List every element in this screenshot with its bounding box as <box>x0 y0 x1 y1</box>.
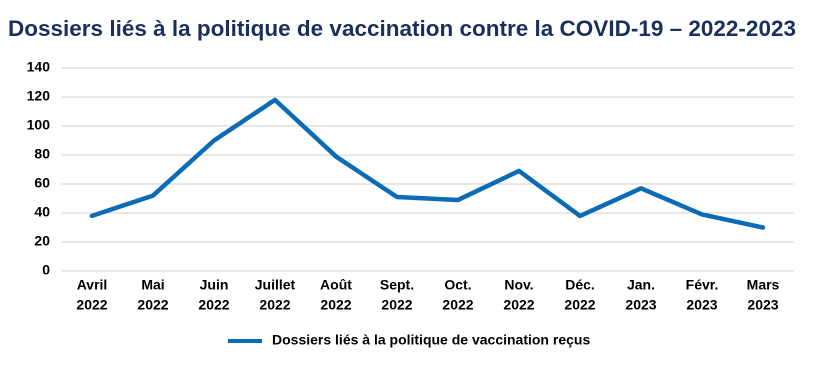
x-tick-label: Mars <box>747 277 780 293</box>
x-tick-label: Déc. <box>565 277 595 293</box>
x-tick-label: 2023 <box>747 297 778 313</box>
x-tick-label: Sept. <box>380 277 414 293</box>
y-tick-label: 100 <box>27 117 51 133</box>
x-tick-label: Jan. <box>627 277 655 293</box>
x-tick-label: 2022 <box>76 297 107 313</box>
x-tick-label: 2022 <box>442 297 473 313</box>
x-tick-label: 2022 <box>198 297 229 313</box>
x-tick-label: 2022 <box>259 297 290 313</box>
y-tick-label: 20 <box>34 233 50 249</box>
data-line <box>89 97 766 230</box>
y-tick-label: 0 <box>42 262 50 278</box>
x-tick-label: Mai <box>141 277 164 293</box>
x-tick-label: 2022 <box>503 297 534 313</box>
x-tick-label: Févr. <box>686 277 719 293</box>
x-tick-label: 2022 <box>320 297 351 313</box>
y-tick-label: 120 <box>27 88 51 104</box>
x-tick-label: Juillet <box>255 277 296 293</box>
x-tick-label: Nov. <box>504 277 533 293</box>
x-tick-label: Oct. <box>444 277 471 293</box>
y-tick-label: 60 <box>34 175 50 191</box>
x-tick-label: Août <box>320 277 352 293</box>
x-tick-label: 2023 <box>625 297 656 313</box>
legend-label: Dossiers liés à la politique de vaccinat… <box>272 332 590 348</box>
chart-title: Dossiers liés à la politique de vaccinat… <box>8 16 796 41</box>
y-tick-label: 80 <box>34 146 50 162</box>
y-tick-label: 140 <box>27 59 51 75</box>
x-tick-label: 2023 <box>686 297 717 313</box>
x-tick-label: 2022 <box>137 297 168 313</box>
x-tick-label: 2022 <box>381 297 412 313</box>
y-tick-label: 40 <box>34 204 50 220</box>
x-tick-label: Avril <box>77 277 108 293</box>
x-tick-label: Juin <box>200 277 229 293</box>
x-tick-label: 2022 <box>564 297 595 313</box>
